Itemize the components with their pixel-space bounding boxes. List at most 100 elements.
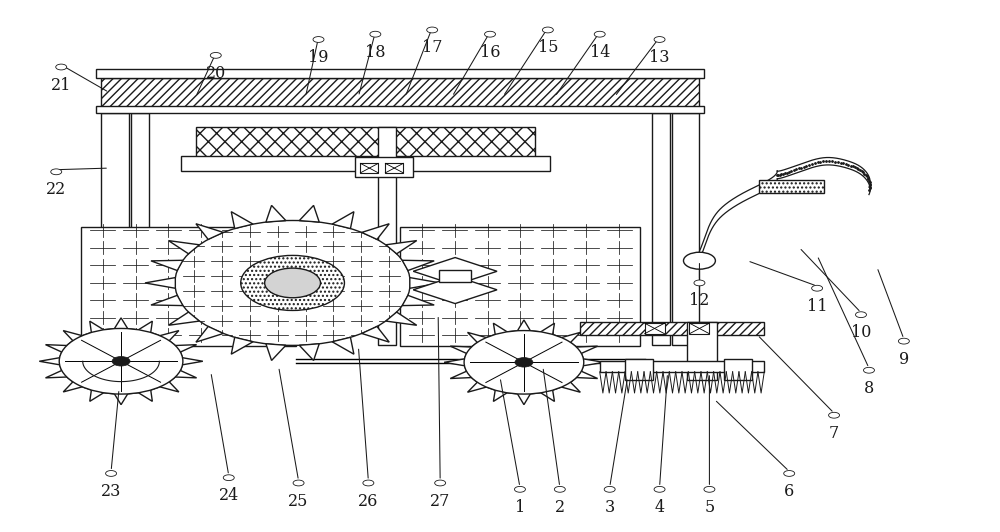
Polygon shape — [231, 212, 253, 229]
Polygon shape — [151, 295, 183, 305]
Text: 10: 10 — [851, 324, 871, 341]
Polygon shape — [196, 224, 223, 239]
Polygon shape — [145, 278, 175, 288]
Circle shape — [427, 27, 438, 33]
Bar — [645, 323, 665, 334]
Text: 12: 12 — [689, 293, 710, 310]
Circle shape — [370, 31, 381, 37]
Circle shape — [898, 338, 909, 344]
Circle shape — [683, 252, 715, 269]
Text: 18: 18 — [365, 44, 386, 61]
Polygon shape — [332, 212, 354, 229]
Polygon shape — [386, 312, 417, 325]
Polygon shape — [410, 278, 440, 288]
Bar — [360, 163, 378, 173]
Circle shape — [863, 368, 874, 373]
Bar — [96, 106, 704, 113]
Circle shape — [542, 27, 553, 33]
Bar — [181, 156, 550, 171]
Circle shape — [485, 31, 496, 37]
Text: 13: 13 — [649, 49, 670, 66]
Polygon shape — [231, 337, 253, 354]
Text: 3: 3 — [605, 499, 615, 516]
Text: 24: 24 — [219, 487, 239, 504]
Text: 7: 7 — [829, 425, 839, 442]
Polygon shape — [402, 260, 434, 271]
Text: 15: 15 — [538, 39, 558, 56]
Circle shape — [435, 480, 446, 486]
Text: 14: 14 — [590, 44, 610, 61]
Circle shape — [56, 64, 67, 70]
Circle shape — [106, 470, 117, 476]
Bar — [196, 127, 535, 157]
Text: 11: 11 — [807, 298, 827, 315]
Text: 2: 2 — [555, 499, 565, 516]
Text: 16: 16 — [480, 44, 500, 61]
Bar — [96, 69, 704, 78]
Text: 25: 25 — [288, 493, 309, 510]
Circle shape — [654, 37, 665, 43]
Text: 22: 22 — [46, 181, 66, 198]
Bar — [131, 113, 149, 345]
Bar — [652, 113, 670, 345]
Bar — [385, 163, 403, 173]
Bar — [600, 361, 764, 372]
Text: 17: 17 — [422, 39, 442, 56]
Bar — [439, 270, 471, 282]
Bar — [101, 113, 129, 345]
Polygon shape — [196, 327, 223, 342]
Polygon shape — [299, 344, 319, 361]
Circle shape — [112, 356, 130, 366]
Polygon shape — [168, 240, 199, 254]
Polygon shape — [168, 312, 199, 325]
Text: 4: 4 — [654, 499, 665, 516]
Circle shape — [604, 486, 615, 492]
Circle shape — [223, 475, 234, 480]
Polygon shape — [402, 295, 434, 305]
Polygon shape — [266, 205, 286, 222]
Polygon shape — [299, 205, 319, 222]
Bar — [378, 127, 396, 345]
Text: 9: 9 — [899, 351, 909, 368]
Circle shape — [313, 37, 324, 43]
Circle shape — [514, 486, 525, 492]
Bar — [101, 78, 699, 107]
Circle shape — [241, 255, 344, 311]
Text: 1: 1 — [515, 499, 525, 516]
Circle shape — [210, 53, 221, 59]
Circle shape — [59, 328, 183, 394]
Bar — [689, 323, 709, 334]
Polygon shape — [151, 260, 183, 271]
Circle shape — [812, 285, 823, 291]
Circle shape — [654, 486, 665, 492]
Bar — [81, 227, 296, 346]
Polygon shape — [413, 276, 497, 304]
Text: 19: 19 — [308, 49, 329, 66]
Circle shape — [594, 31, 605, 37]
Circle shape — [554, 486, 565, 492]
Bar — [355, 157, 413, 177]
Polygon shape — [39, 318, 203, 405]
Text: 20: 20 — [206, 65, 226, 82]
Bar — [625, 359, 653, 380]
Circle shape — [293, 480, 304, 486]
Circle shape — [856, 312, 866, 318]
Bar — [400, 227, 640, 346]
Polygon shape — [362, 327, 389, 342]
Circle shape — [694, 280, 705, 286]
Circle shape — [464, 330, 584, 394]
Bar — [672, 113, 699, 345]
Text: 6: 6 — [784, 483, 794, 500]
Circle shape — [784, 470, 795, 476]
Bar — [580, 321, 764, 335]
Circle shape — [515, 358, 533, 367]
Circle shape — [51, 169, 62, 174]
Text: 26: 26 — [358, 493, 379, 510]
Circle shape — [175, 220, 410, 345]
Text: 8: 8 — [864, 380, 874, 397]
Polygon shape — [386, 240, 417, 254]
Text: 27: 27 — [430, 493, 450, 510]
Bar — [759, 180, 824, 193]
Polygon shape — [413, 257, 497, 285]
Bar — [724, 359, 752, 380]
